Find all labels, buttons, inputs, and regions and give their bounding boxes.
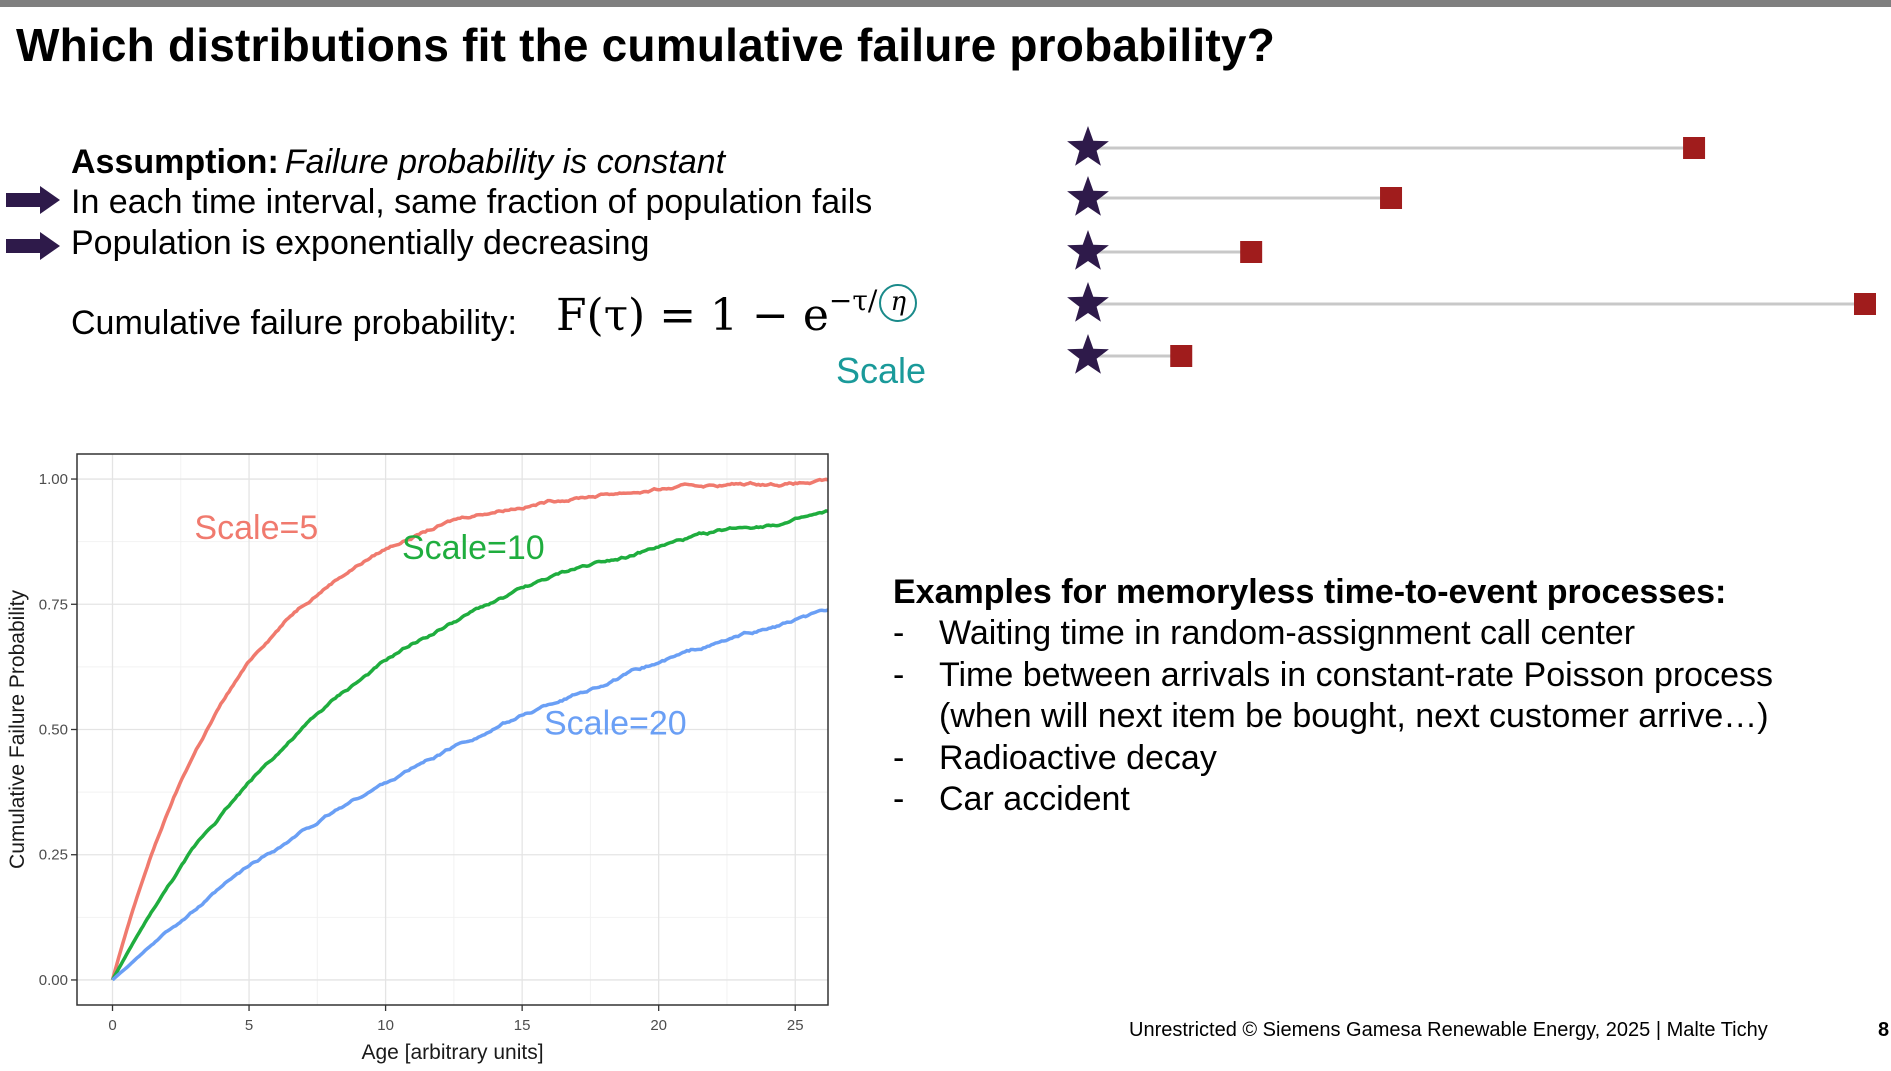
x-tick-label: 20 [650,1017,667,1034]
assumption-label: Assumption: [71,143,279,181]
series-line [110,509,829,981]
y-tick-label: 0.00 [39,972,68,989]
point-exponential-decrease: Population is exponentially decreasing [71,224,650,262]
example-item: - Time between arrivals in constant-rate … [893,656,1773,694]
x-tick-label: 25 [787,1017,804,1034]
y-tick-label: 0.50 [39,722,68,739]
eta-circled: η [879,283,918,322]
page-number: 8 [1878,1019,1890,1041]
failure-square-icon [1380,187,1403,209]
assumption-text: Failure probability is constant [284,143,726,181]
arrow-right-icon [6,232,60,260]
footer-text: Unrestricted © Siemens Gamesa Renewable … [1129,1019,1768,1041]
star-icon [1067,334,1109,374]
x-tick-label: 5 [245,1017,253,1034]
failure-square-icon [1240,241,1263,263]
top-border [0,0,1891,7]
example-item: - Waiting time in random-assignment call … [893,614,1636,652]
series-line [110,477,829,981]
formula-exponent: −τ/η [829,283,918,322]
y-tick-label: 0.25 [39,847,68,864]
cumulative-probability-label: Cumulative failure probability: [71,304,517,342]
scale-annotation: Scale [836,350,927,391]
series-label: Scale=10 [402,529,545,567]
example-item: - Car accident [893,780,1130,818]
examples-heading: Examples for memoryless time-to-event pr… [893,573,1727,611]
series-label: Scale=5 [194,509,318,547]
y-axis-title: Cumulative Failure Probability [6,590,29,869]
failure-square-icon [1854,293,1876,315]
y-tick-label: 1.00 [39,471,68,488]
x-tick-label: 15 [514,1017,531,1034]
x-axis-title: Age [arbitrary units] [361,1041,543,1064]
failure-square-icon [1683,137,1706,159]
assumption-line: Assumption: Failure probability is consta… [71,143,725,182]
star-icon [1067,176,1109,216]
failure-square-icon [1170,345,1193,367]
cumulative-failure-chart: Scale=5 Scale=10 Scale=20 0 5 10 15 20 25 0.00 0.2… [6,453,829,1064]
lifetime-lollipop-diagram [1067,126,1876,374]
arrow-right-icon [6,186,60,214]
y-tick-label: 0.75 [39,596,68,613]
x-tick-label: 10 [377,1017,394,1034]
series-label: Scale=20 [544,705,687,743]
example-item: - Radioactive decay [893,739,1217,777]
formula-lhs: F(τ) = 1 − e [556,290,829,341]
example-item-continuation: (when will next item be bought, next cus… [939,697,1769,735]
star-icon [1067,126,1109,166]
slide-title: Which distributions fit the cumulative f… [16,19,1275,71]
exponential-cdf-formula: F(τ) = 1 − e−τ/η [556,283,918,342]
x-tick-label: 0 [108,1017,116,1034]
series-line [111,608,829,982]
star-icon [1067,230,1109,270]
star-icon [1067,282,1109,322]
point-fraction-fails: In each time interval, same fraction of … [71,183,873,221]
